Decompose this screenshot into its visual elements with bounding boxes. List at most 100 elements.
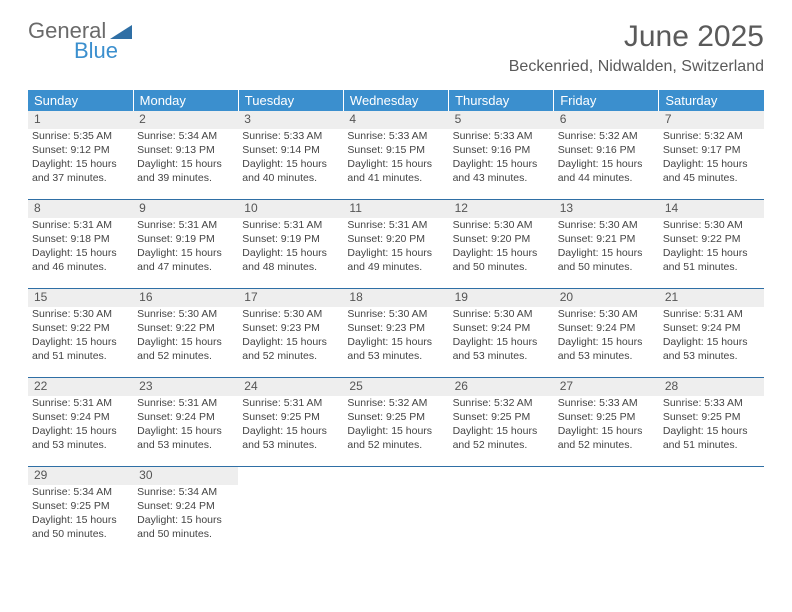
- day-day1: Daylight: 15 hours: [449, 335, 554, 349]
- day-day1: Daylight: 15 hours: [659, 157, 764, 171]
- weekday-header-row: Sunday Monday Tuesday Wednesday Thursday…: [28, 90, 764, 111]
- day-number: 16: [133, 289, 238, 307]
- day-day1: Daylight: 15 hours: [28, 335, 133, 349]
- calendar-cell: 13Sunrise: 5:30 AMSunset: 9:21 PMDayligh…: [554, 200, 659, 289]
- day-sunset: Sunset: 9:25 PM: [449, 410, 554, 424]
- day-day2: and 53 minutes.: [133, 438, 238, 452]
- day-day1: Daylight: 15 hours: [133, 157, 238, 171]
- day-day2: and 41 minutes.: [343, 171, 448, 185]
- day-day1: Daylight: 15 hours: [343, 424, 448, 438]
- day-day2: and 43 minutes.: [449, 171, 554, 185]
- day-sunset: Sunset: 9:25 PM: [28, 499, 133, 513]
- day-day2: and 45 minutes.: [659, 171, 764, 185]
- calendar-cell: 9Sunrise: 5:31 AMSunset: 9:19 PMDaylight…: [133, 200, 238, 289]
- day-number: 6: [554, 111, 659, 129]
- day-number: 28: [659, 378, 764, 396]
- day-day2: and 53 minutes.: [449, 349, 554, 363]
- calendar-cell: 21Sunrise: 5:31 AMSunset: 9:24 PMDayligh…: [659, 289, 764, 378]
- day-day1: Daylight: 15 hours: [449, 246, 554, 260]
- day-day2: and 52 minutes.: [343, 438, 448, 452]
- day-day2: and 52 minutes.: [238, 349, 343, 363]
- day-day2: and 47 minutes.: [133, 260, 238, 274]
- day-number: 20: [554, 289, 659, 307]
- day-sunset: Sunset: 9:25 PM: [659, 410, 764, 424]
- page-header: General Blue June 2025 Beckenried, Nidwa…: [28, 20, 764, 76]
- day-sunset: Sunset: 9:24 PM: [659, 321, 764, 335]
- day-sunrise: Sunrise: 5:32 AM: [449, 396, 554, 410]
- day-day1: Daylight: 15 hours: [343, 157, 448, 171]
- day-sunset: Sunset: 9:22 PM: [28, 321, 133, 335]
- calendar-cell: 24Sunrise: 5:31 AMSunset: 9:25 PMDayligh…: [238, 378, 343, 467]
- brand-logo: General Blue: [28, 20, 134, 62]
- day-sunrise: Sunrise: 5:30 AM: [659, 218, 764, 232]
- day-sunrise: Sunrise: 5:33 AM: [343, 129, 448, 143]
- day-day2: and 50 minutes.: [133, 527, 238, 541]
- day-sunrise: Sunrise: 5:31 AM: [238, 396, 343, 410]
- calendar-cell: 15Sunrise: 5:30 AMSunset: 9:22 PMDayligh…: [28, 289, 133, 378]
- day-sunrise: Sunrise: 5:30 AM: [554, 307, 659, 321]
- calendar-cell: 4Sunrise: 5:33 AMSunset: 9:15 PMDaylight…: [343, 111, 448, 200]
- day-number: 4: [343, 111, 448, 129]
- day-day1: Daylight: 15 hours: [343, 246, 448, 260]
- day-day1: Daylight: 15 hours: [449, 157, 554, 171]
- calendar-week-row: 8Sunrise: 5:31 AMSunset: 9:18 PMDaylight…: [28, 200, 764, 289]
- day-sunrise: Sunrise: 5:35 AM: [28, 129, 133, 143]
- day-number: 18: [343, 289, 448, 307]
- day-sunset: Sunset: 9:25 PM: [238, 410, 343, 424]
- day-sunset: Sunset: 9:14 PM: [238, 143, 343, 157]
- day-sunset: Sunset: 9:20 PM: [449, 232, 554, 246]
- calendar-cell: 7Sunrise: 5:32 AMSunset: 9:17 PMDaylight…: [659, 111, 764, 200]
- weekday-header: Wednesday: [343, 90, 448, 111]
- day-sunset: Sunset: 9:23 PM: [238, 321, 343, 335]
- day-number: 17: [238, 289, 343, 307]
- calendar-cell: 6Sunrise: 5:32 AMSunset: 9:16 PMDaylight…: [554, 111, 659, 200]
- calendar-cell: 2Sunrise: 5:34 AMSunset: 9:13 PMDaylight…: [133, 111, 238, 200]
- day-sunset: Sunset: 9:24 PM: [28, 410, 133, 424]
- page-subtitle: Beckenried, Nidwalden, Switzerland: [509, 58, 764, 76]
- day-number: 2: [133, 111, 238, 129]
- calendar-cell: 30Sunrise: 5:34 AMSunset: 9:24 PMDayligh…: [133, 467, 238, 556]
- day-number: 27: [554, 378, 659, 396]
- day-day2: and 50 minutes.: [449, 260, 554, 274]
- day-number: 3: [238, 111, 343, 129]
- day-day1: Daylight: 15 hours: [554, 246, 659, 260]
- day-day2: and 53 minutes.: [554, 349, 659, 363]
- calendar-cell: 5Sunrise: 5:33 AMSunset: 9:16 PMDaylight…: [449, 111, 554, 200]
- day-number: 14: [659, 200, 764, 218]
- day-number: 1: [28, 111, 133, 129]
- day-sunrise: Sunrise: 5:31 AM: [28, 396, 133, 410]
- day-day1: Daylight: 15 hours: [133, 513, 238, 527]
- day-number: 15: [28, 289, 133, 307]
- day-sunrise: Sunrise: 5:30 AM: [28, 307, 133, 321]
- day-sunrise: Sunrise: 5:32 AM: [343, 396, 448, 410]
- day-day2: and 50 minutes.: [554, 260, 659, 274]
- day-number: 7: [659, 111, 764, 129]
- weekday-header: Sunday: [28, 90, 133, 111]
- calendar-cell: 16Sunrise: 5:30 AMSunset: 9:22 PMDayligh…: [133, 289, 238, 378]
- day-sunset: Sunset: 9:18 PM: [28, 232, 133, 246]
- day-sunset: Sunset: 9:17 PM: [659, 143, 764, 157]
- weekday-header: Monday: [133, 90, 238, 111]
- day-sunrise: Sunrise: 5:31 AM: [238, 218, 343, 232]
- day-number: 11: [343, 200, 448, 218]
- day-sunrise: Sunrise: 5:34 AM: [133, 129, 238, 143]
- day-sunrise: Sunrise: 5:33 AM: [554, 396, 659, 410]
- calendar-cell: 14Sunrise: 5:30 AMSunset: 9:22 PMDayligh…: [659, 200, 764, 289]
- day-sunset: Sunset: 9:24 PM: [133, 499, 238, 513]
- day-day2: and 49 minutes.: [343, 260, 448, 274]
- calendar-cell: 11Sunrise: 5:31 AMSunset: 9:20 PMDayligh…: [343, 200, 448, 289]
- day-sunset: Sunset: 9:12 PM: [28, 143, 133, 157]
- calendar-week-row: 1Sunrise: 5:35 AMSunset: 9:12 PMDaylight…: [28, 111, 764, 200]
- calendar-cell: 18Sunrise: 5:30 AMSunset: 9:23 PMDayligh…: [343, 289, 448, 378]
- day-number: 25: [343, 378, 448, 396]
- day-day1: Daylight: 15 hours: [28, 513, 133, 527]
- day-sunrise: Sunrise: 5:30 AM: [449, 218, 554, 232]
- day-day1: Daylight: 15 hours: [238, 157, 343, 171]
- day-sunrise: Sunrise: 5:31 AM: [28, 218, 133, 232]
- day-sunrise: Sunrise: 5:32 AM: [659, 129, 764, 143]
- day-sunset: Sunset: 9:15 PM: [343, 143, 448, 157]
- day-sunrise: Sunrise: 5:32 AM: [554, 129, 659, 143]
- day-sunset: Sunset: 9:24 PM: [554, 321, 659, 335]
- day-sunrise: Sunrise: 5:31 AM: [133, 218, 238, 232]
- day-number: 30: [133, 467, 238, 485]
